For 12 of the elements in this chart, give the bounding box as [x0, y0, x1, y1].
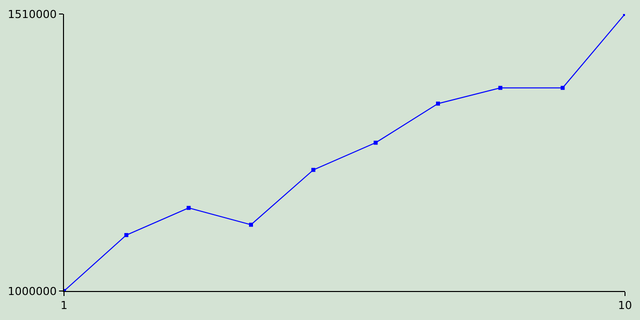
- point: [498, 86, 502, 90]
- x-tick-label: 10: [618, 299, 632, 312]
- point: [186, 206, 191, 210]
- point: [560, 86, 565, 90]
- point: [374, 140, 378, 145]
- point: [436, 102, 440, 106]
- x-tick-label: 1: [60, 299, 68, 312]
- point: [124, 233, 128, 238]
- y-tick-label: 1510000: [8, 8, 57, 21]
- point: [249, 222, 253, 227]
- point: [311, 168, 316, 172]
- y-tick-label: 1000000: [8, 284, 57, 298]
